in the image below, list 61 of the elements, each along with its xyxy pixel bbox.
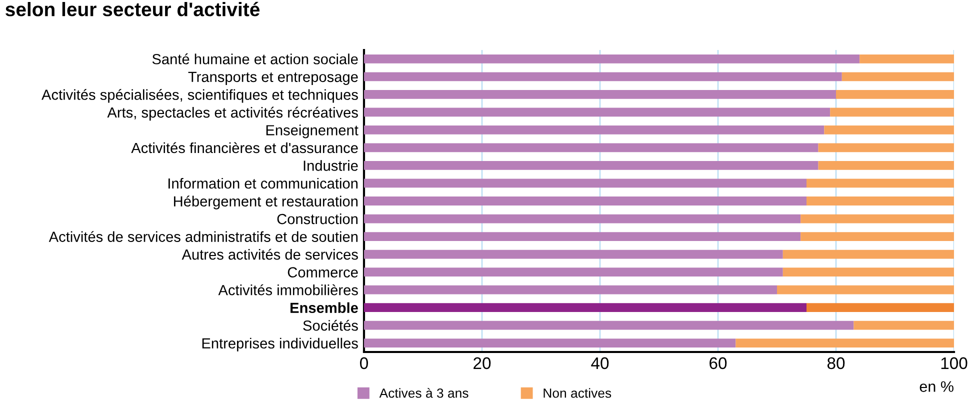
y-tick-label: Sociétés — [303, 320, 358, 331]
bar — [842, 72, 954, 82]
bar — [364, 196, 806, 206]
bar — [800, 214, 954, 224]
x-tick-label: 60 — [710, 357, 727, 370]
bar — [364, 126, 824, 134]
x-tick-label: 100 — [941, 357, 968, 370]
y-tick-label: Arts, spectacles et activités récréatives — [107, 106, 358, 121]
bar — [364, 232, 801, 241]
x-axis-title: en % — [920, 381, 954, 392]
y-tick-label: Santé humaine et action sociale — [152, 53, 358, 64]
bar — [364, 143, 818, 152]
bar — [736, 338, 954, 348]
x-tick-label: 20 — [474, 357, 491, 370]
y-tick-label: Enseignement — [266, 124, 358, 138]
bar — [800, 232, 954, 241]
bar — [860, 54, 954, 64]
bar — [818, 161, 954, 170]
bar — [364, 338, 736, 348]
y-tick-label: Ensemble — [290, 302, 358, 314]
bar — [364, 178, 806, 188]
bar — [364, 268, 783, 276]
bar — [806, 303, 954, 312]
text: selon leur secteur d'activité — [6, 2, 260, 16]
bar — [824, 126, 954, 134]
bar — [364, 90, 836, 99]
y-tick-label: Activités financières et d'assurance — [131, 142, 358, 154]
bar — [782, 250, 954, 259]
bar — [818, 143, 954, 152]
y-tick-label: Information et communication — [168, 178, 358, 189]
bar — [364, 250, 783, 259]
bar — [782, 268, 954, 276]
x-tick-label: 40 — [591, 357, 609, 370]
bar — [830, 108, 954, 117]
bar — [364, 161, 818, 170]
bar — [364, 214, 801, 224]
bar — [364, 54, 860, 64]
bar — [854, 320, 954, 330]
bar — [806, 196, 954, 206]
bar — [364, 320, 854, 330]
bar — [364, 108, 830, 117]
bar — [364, 72, 842, 82]
bar — [364, 303, 806, 312]
bar — [836, 90, 954, 99]
y-tick-label: Commerce — [288, 267, 358, 278]
y-tick-label: Activités spécialisées, scientifiques et techniques — [42, 89, 358, 103]
y-tick-label: Transports et entreposage — [188, 72, 358, 85]
x-tick-label: 0 — [360, 357, 368, 370]
y-tick-label: Entreprises individuelles — [202, 338, 358, 352]
bar — [364, 285, 777, 294]
y-tick-label: Autres activités de services — [182, 248, 358, 260]
y-tick-label: Activités de services administratifs et de soutien — [48, 231, 358, 242]
bar — [806, 178, 954, 188]
x-tick-label: 80 — [827, 357, 845, 370]
y-tick-label: Activités immobilières — [218, 284, 358, 296]
bar — [777, 285, 954, 294]
y-tick-label: Industrie — [304, 160, 358, 171]
legend-label: Actives à 3 ans — [379, 388, 468, 398]
legend-label: Non actives — [544, 388, 612, 398]
y-tick-label: Construction — [277, 213, 358, 224]
y-tick-label: Hébergement et restauration — [174, 196, 358, 210]
